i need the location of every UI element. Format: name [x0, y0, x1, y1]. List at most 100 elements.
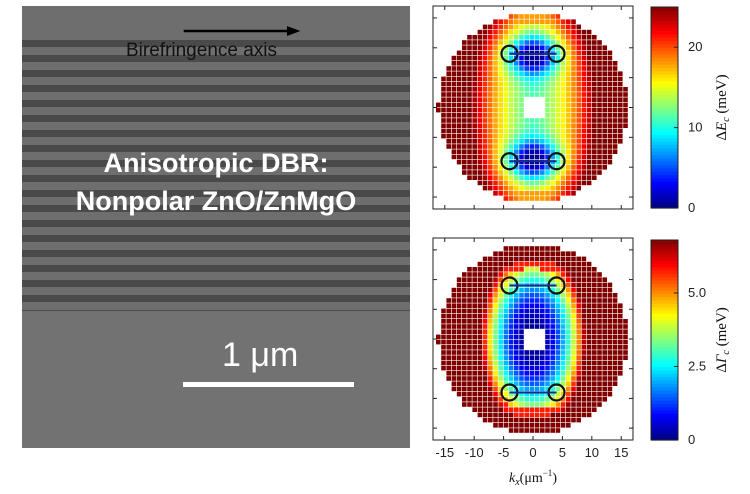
data-point	[550, 428, 555, 433]
data-point	[576, 87, 581, 92]
data-point	[566, 371, 571, 376]
data-point	[477, 45, 483, 50]
data-point	[566, 293, 571, 298]
data-point	[586, 402, 592, 407]
data-point	[581, 371, 587, 376]
data-point	[612, 334, 618, 340]
data-point	[472, 165, 477, 170]
data-point	[581, 355, 587, 360]
data-point	[612, 76, 618, 82]
data-point	[555, 329, 561, 334]
data-point	[482, 170, 488, 175]
data-point	[571, 402, 576, 407]
colorbar-segment	[651, 250, 678, 254]
x-tick-label: -5	[498, 445, 510, 460]
data-point	[576, 159, 581, 165]
data-point	[581, 81, 587, 87]
data-point	[462, 345, 467, 350]
data-point	[519, 334, 524, 340]
data-point	[477, 55, 483, 61]
data-point	[576, 35, 581, 40]
data-point	[514, 61, 519, 66]
data-point	[571, 261, 576, 267]
data-point	[586, 35, 592, 40]
data-point	[524, 272, 529, 277]
data-point	[477, 329, 483, 334]
data-point	[550, 355, 555, 360]
data-point	[503, 97, 509, 102]
data-point	[462, 339, 467, 345]
data-point	[456, 81, 462, 87]
data-point	[534, 191, 540, 196]
data-point	[540, 371, 545, 376]
data-point	[524, 154, 529, 160]
data-point	[514, 308, 519, 314]
data-point	[493, 118, 498, 123]
data-point	[592, 128, 597, 134]
data-point	[488, 298, 493, 303]
data-point	[493, 298, 498, 303]
data-point	[519, 287, 524, 293]
data-point	[586, 412, 592, 418]
data-point	[503, 423, 509, 428]
data-point	[508, 154, 514, 160]
data-point	[592, 272, 597, 277]
data-point	[550, 246, 555, 251]
data-point	[488, 144, 493, 149]
data-point	[462, 303, 467, 308]
data-point	[508, 313, 514, 319]
data-point	[576, 298, 581, 303]
data-point	[519, 76, 524, 82]
colorbar-segment	[651, 53, 678, 58]
data-point	[529, 397, 535, 402]
data-point	[540, 324, 545, 329]
data-point	[545, 277, 550, 282]
data-point	[472, 334, 477, 340]
data-point	[519, 313, 524, 319]
data-point	[592, 92, 597, 97]
data-point	[576, 303, 581, 308]
data-point	[493, 66, 498, 71]
data-point	[571, 319, 576, 324]
data-point	[560, 102, 566, 108]
data-point	[607, 329, 613, 334]
data-point	[462, 123, 467, 128]
data-point	[545, 246, 550, 251]
data-point	[602, 159, 607, 165]
data-point	[571, 251, 576, 256]
data-point	[576, 293, 581, 298]
data-point	[592, 165, 597, 170]
data-point	[508, 345, 514, 350]
data-point	[602, 303, 607, 308]
colorbar-label: ΔΓc (meV)	[714, 307, 732, 373]
data-point	[586, 267, 592, 272]
data-point	[555, 339, 561, 345]
data-point	[498, 107, 503, 113]
data-point	[524, 303, 529, 308]
data-point	[503, 412, 509, 418]
data-point	[581, 71, 587, 76]
colorbar-segment	[651, 50, 678, 55]
data-point	[534, 133, 540, 139]
data-point	[581, 324, 587, 329]
data-point	[508, 71, 514, 76]
data-point	[503, 40, 509, 45]
data-point	[514, 371, 519, 376]
data-point	[519, 339, 524, 345]
data-point	[576, 24, 581, 30]
data-point	[555, 303, 561, 308]
data-point	[612, 339, 618, 345]
data-point	[550, 256, 555, 262]
data-point	[472, 355, 477, 360]
data-point	[545, 180, 550, 186]
data-point	[482, 313, 488, 319]
data-point	[503, 139, 509, 144]
data-point	[602, 45, 607, 50]
data-point	[550, 24, 555, 30]
data-point	[462, 293, 467, 298]
data-point	[472, 144, 477, 149]
data-point	[503, 175, 509, 180]
data-point	[482, 287, 488, 293]
data-point	[519, 371, 524, 376]
data-point	[592, 55, 597, 61]
